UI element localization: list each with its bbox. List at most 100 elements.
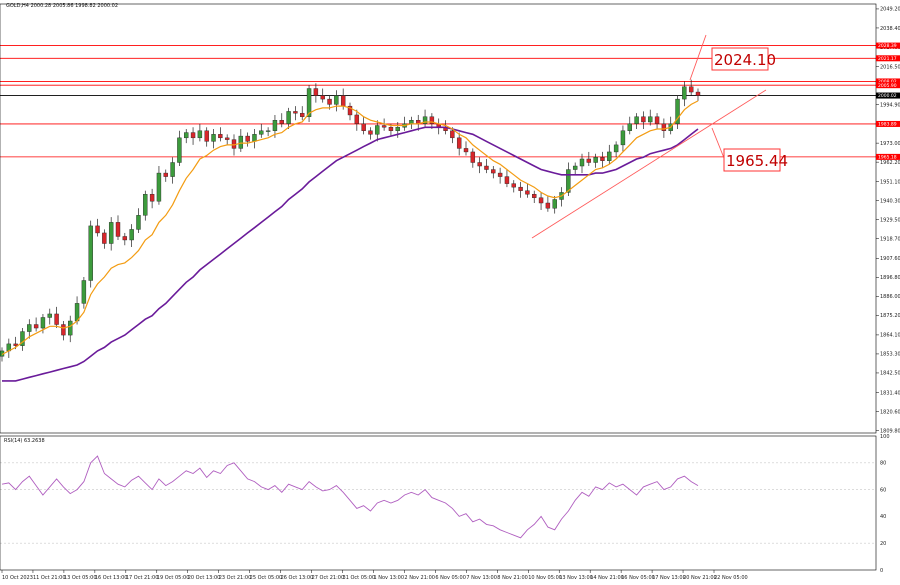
- candle-bull: [211, 134, 216, 142]
- candle-bear: [654, 116, 660, 124]
- rsi-tick-label: 60: [880, 487, 886, 493]
- price-tick-label: 1875.20: [880, 313, 900, 319]
- level-price-label: 2008.02: [878, 79, 897, 85]
- price-tick-label: 1929.50: [880, 218, 900, 224]
- price-tick-label: 1886.00: [880, 294, 900, 300]
- candle-bear: [163, 172, 168, 177]
- candle-bear: [347, 105, 353, 116]
- candle-bull: [265, 130, 271, 132]
- x-tick-label: 23 Oct 21:00: [219, 575, 252, 581]
- x-tick-label: 31 Oct 05:00: [343, 575, 376, 581]
- price-tick-label: 1820.60: [880, 409, 900, 415]
- price-panel-border: [0, 3, 877, 434]
- x-tick-label: 16 Oct 13:00: [95, 575, 128, 581]
- price-tick-label: 1896.80: [880, 275, 900, 281]
- candle-bear: [491, 169, 496, 174]
- x-tick-label: 27 Oct 21:00: [312, 575, 345, 581]
- candle-bear: [463, 148, 469, 153]
- level-price-box: [876, 78, 900, 85]
- symbol-header: GOLD,H4 2000.28 2005.86 1998.82 2000.02: [6, 3, 118, 9]
- candle-bear: [695, 91, 701, 96]
- x-tick-label: 2 Nov 21:00: [404, 575, 435, 581]
- candle-bear: [661, 123, 667, 131]
- price-tick-label: 1831.40: [880, 390, 900, 396]
- candle-bear: [218, 134, 223, 139]
- candle-bear: [340, 95, 346, 107]
- rsi-tick-label: 0: [880, 568, 883, 574]
- x-tick-label: 19 Oct 05:00: [157, 575, 190, 581]
- candle-bull: [607, 151, 612, 161]
- annotation-box: [711, 47, 769, 71]
- candle-bear: [586, 158, 592, 163]
- candle-bear: [497, 172, 503, 177]
- candle-bear: [354, 114, 360, 124]
- candle-bull: [108, 222, 114, 244]
- x-tick-label: 11 Oct 21:00: [33, 575, 66, 581]
- annotation-label: 2024.10: [714, 51, 776, 69]
- rsi-header: RSI(14) 63.2638: [4, 438, 45, 444]
- level-price-box: [876, 153, 900, 160]
- candle-bull: [682, 86, 687, 100]
- candle-bull: [422, 116, 428, 124]
- axes: 2049.202038.402027.602016.502005.701994.…: [0, 3, 900, 581]
- candle-bull: [68, 320, 73, 336]
- x-tick-label: 8 Nov 21:00: [497, 575, 528, 581]
- fast-moving-average-line: [1, 100, 699, 356]
- lower-annotation-pointer: [711, 127, 725, 159]
- candle-bull: [197, 130, 203, 139]
- price-tick-label: 2049.20: [880, 7, 900, 13]
- candle-bull: [136, 215, 141, 230]
- candle-bull: [675, 98, 680, 124]
- candle-bull: [143, 193, 148, 216]
- rsi-panel-border: [0, 435, 877, 571]
- candle-bear: [511, 183, 516, 188]
- candle-bear: [115, 222, 121, 237]
- candle-bear: [33, 324, 39, 329]
- candle-bear: [204, 130, 209, 142]
- candle-bull: [593, 157, 598, 163]
- candle-bear: [245, 135, 250, 142]
- level-price-label: 2028.39: [878, 43, 897, 49]
- level-price-label: 2005.90: [878, 83, 897, 89]
- candle-bear: [381, 125, 387, 128]
- x-tick-label: 25 Oct 05:00: [250, 575, 283, 581]
- x-tick-label: 6 Nov 05:00: [435, 575, 466, 581]
- candle-bull: [375, 125, 380, 135]
- price-tick-label: 1864.10: [880, 333, 900, 339]
- candle-bear: [313, 88, 319, 96]
- candle-bear: [525, 190, 530, 195]
- price-tick-label: 2038.40: [880, 26, 900, 32]
- candle-bull: [272, 120, 278, 131]
- candle-bull: [306, 88, 312, 117]
- level-price-label: 1965.18: [878, 154, 897, 160]
- candle-bull: [252, 134, 257, 142]
- candle-bear: [13, 343, 18, 346]
- candle-bear: [641, 116, 646, 123]
- price-tick-label: 1951.10: [880, 179, 900, 185]
- candle-bull: [395, 127, 400, 131]
- candle-bear: [95, 225, 100, 234]
- candle-bull: [634, 116, 639, 124]
- candle-bull: [566, 169, 571, 193]
- candle-bear: [122, 236, 128, 241]
- candle-bull: [27, 324, 32, 332]
- candle-bear: [190, 132, 196, 139]
- price-tick-label: 1973.00: [880, 141, 900, 147]
- support-trendline: [531, 89, 767, 239]
- candle-bull: [177, 137, 182, 163]
- price-tick-label: 1809.80: [880, 428, 900, 434]
- x-tick-label: 26 Oct 13:00: [281, 575, 314, 581]
- level-price-label: 2021.17: [878, 56, 897, 62]
- candle-bull: [156, 172, 162, 202]
- x-tick-label: 13 Oct 05:00: [64, 575, 97, 581]
- x-tick-label: 13 Nov 13:00: [559, 575, 593, 581]
- candle-bull: [579, 158, 585, 167]
- x-tick-label: 1 Nov 13:00: [373, 575, 404, 581]
- candle-bull: [129, 229, 134, 241]
- x-tick-label: 20 Oct 13:00: [188, 575, 221, 581]
- candle-bear: [600, 157, 605, 161]
- x-tick-label: 17 Oct 21:00: [126, 575, 159, 581]
- price-tick-label: 1962.20: [880, 160, 900, 166]
